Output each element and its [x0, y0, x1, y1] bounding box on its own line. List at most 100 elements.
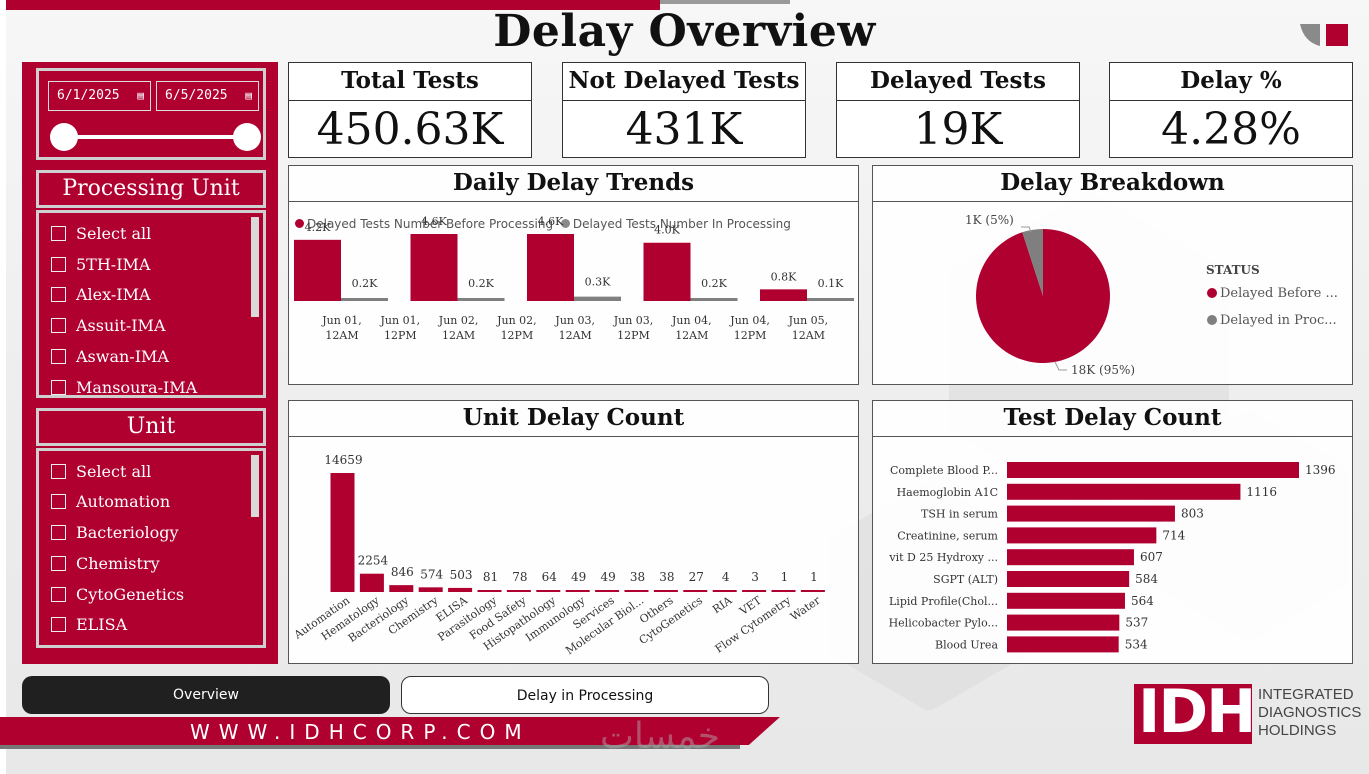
bar-before-processing[interactable]	[527, 234, 574, 301]
bar-in-processing[interactable]	[690, 298, 738, 301]
end-date-input[interactable]: 6/5/2025 ▤	[156, 81, 259, 111]
checkbox-icon[interactable]	[51, 318, 66, 333]
x-tick-label: Jun 03,	[554, 314, 595, 327]
bar-in-processing[interactable]	[574, 296, 621, 301]
processing-unit-item[interactable]: Alex-IMA	[51, 284, 151, 306]
checkbox-icon[interactable]	[51, 226, 66, 241]
bar[interactable]	[418, 587, 443, 592]
processing-unit-scrollbar[interactable]	[251, 217, 259, 317]
bar[interactable]	[1007, 527, 1157, 544]
unit-item[interactable]: CytoGenetics	[51, 584, 184, 606]
data-label: 1116	[1246, 485, 1277, 499]
data-label: 78	[512, 570, 527, 584]
x-tick-label: Jun 02,	[496, 314, 537, 327]
unit-item[interactable]: Bacteriology	[51, 522, 179, 544]
delay-in-processing-button[interactable]: Delay in Processing	[401, 676, 769, 714]
bar-before-processing[interactable]	[643, 242, 691, 301]
checkbox-icon[interactable]	[51, 257, 66, 272]
data-label: 4	[722, 570, 730, 584]
bar[interactable]	[1007, 592, 1125, 609]
data-label: 49	[571, 570, 586, 584]
bar[interactable]	[800, 590, 825, 592]
processing-unit-item[interactable]: Assuit-IMA	[51, 315, 166, 337]
checkbox-icon[interactable]	[51, 525, 66, 540]
legend-item-in[interactable]: Delayed Tests Number In Processing	[560, 217, 791, 231]
bar-before-processing[interactable]	[760, 289, 807, 301]
x-tick-label: 12PM	[617, 329, 650, 342]
bar[interactable]	[389, 585, 414, 592]
unit-item[interactable]: Chemistry	[51, 553, 160, 575]
daily-delay-trends-panel: Daily Delay Trends Delayed Tests Number …	[288, 165, 859, 385]
x-tick-label: 12AM	[325, 329, 358, 342]
data-label: 4.2K	[305, 221, 331, 234]
bar[interactable]	[742, 590, 767, 592]
unit-delay-count-panel: Unit Delay Count 14659 2254 846 574 503 81 78 6…	[288, 400, 859, 664]
legend-item-before[interactable]: Delayed Tests Number Before Processing	[295, 217, 553, 231]
unit-scrollbar[interactable]	[251, 455, 259, 517]
bar[interactable]	[624, 590, 649, 592]
processing-unit-item[interactable]: 5TH-IMA	[51, 254, 150, 276]
checkbox-icon[interactable]	[51, 349, 66, 364]
bar[interactable]	[712, 590, 737, 592]
bar[interactable]	[1007, 462, 1299, 478]
kpi-value: 450.63K	[316, 104, 504, 155]
checkbox-icon[interactable]	[51, 587, 66, 602]
footer-line	[0, 745, 740, 749]
checkbox-icon[interactable]	[51, 287, 66, 302]
bar[interactable]	[330, 473, 355, 592]
data-label: 564	[1131, 594, 1154, 608]
bar[interactable]	[477, 590, 502, 592]
checkbox-icon[interactable]	[51, 494, 66, 509]
bar[interactable]	[771, 590, 796, 592]
bar[interactable]	[1007, 549, 1134, 566]
bar[interactable]	[565, 590, 590, 592]
unit-item[interactable]: Automation	[51, 491, 170, 513]
data-label: 0.1K	[818, 277, 844, 290]
processing-unit-item[interactable]: Aswan-IMA	[51, 346, 169, 368]
calendar-icon[interactable]: ▤	[245, 89, 252, 102]
start-date-input[interactable]: 6/1/2025 ▤	[48, 81, 151, 111]
bar-before-processing[interactable]	[410, 234, 458, 301]
x-tick-label: 12AM	[559, 329, 592, 342]
checkbox-icon[interactable]	[51, 380, 66, 395]
date-slider-end-handle[interactable]	[233, 123, 261, 151]
data-label: 1K (5%)	[965, 213, 1014, 227]
legend-dot-icon	[1207, 315, 1217, 325]
legend-item[interactable]: Delayed Before ...	[1220, 286, 1338, 301]
date-slider-start-handle[interactable]	[50, 123, 78, 151]
unit-item[interactable]: ELISA	[51, 614, 127, 636]
unit-item[interactable]: Select all	[51, 461, 151, 483]
bar[interactable]	[506, 590, 531, 592]
checkbox-icon[interactable]	[51, 617, 66, 632]
bar[interactable]	[653, 590, 678, 592]
bar-before-processing[interactable]	[294, 239, 341, 301]
bar[interactable]	[1007, 505, 1175, 522]
x-tick-label: 12PM	[734, 329, 767, 342]
overview-button[interactable]: Overview	[22, 676, 390, 714]
bar[interactable]	[536, 590, 561, 592]
bar[interactable]	[448, 587, 473, 592]
processing-unit-item[interactable]: Select all	[51, 223, 151, 245]
bar[interactable]	[683, 590, 708, 592]
pie-slice[interactable]	[1022, 229, 1043, 296]
bar[interactable]	[1007, 571, 1130, 587]
processing-unit-item[interactable]: Mansoura-IMA	[51, 377, 197, 395]
bar[interactable]	[1007, 636, 1119, 653]
checkbox-icon[interactable]	[51, 556, 66, 571]
calendar-icon[interactable]: ▤	[137, 89, 144, 102]
data-label: 2254	[358, 554, 389, 568]
bar-in-processing[interactable]	[341, 298, 388, 301]
bar[interactable]	[359, 573, 384, 592]
bar-in-processing[interactable]	[807, 298, 854, 301]
legend-item[interactable]: Delayed in Proc...	[1220, 313, 1337, 328]
checkbox-icon[interactable]	[51, 464, 66, 479]
bar[interactable]	[1007, 614, 1120, 631]
kpi-label: Delay %	[1110, 63, 1352, 101]
bar-in-processing[interactable]	[457, 298, 505, 301]
bar[interactable]	[1007, 483, 1241, 500]
bar[interactable]	[595, 590, 620, 592]
processing-unit-list: Select all 5TH-IMA Alex-IMA Assuit-IMA A…	[36, 210, 266, 398]
panel-title: Delay Breakdown	[873, 166, 1352, 202]
website-link[interactable]: WWW.IDHCORP.COM	[190, 720, 531, 744]
date-slider-track[interactable]	[63, 135, 247, 139]
